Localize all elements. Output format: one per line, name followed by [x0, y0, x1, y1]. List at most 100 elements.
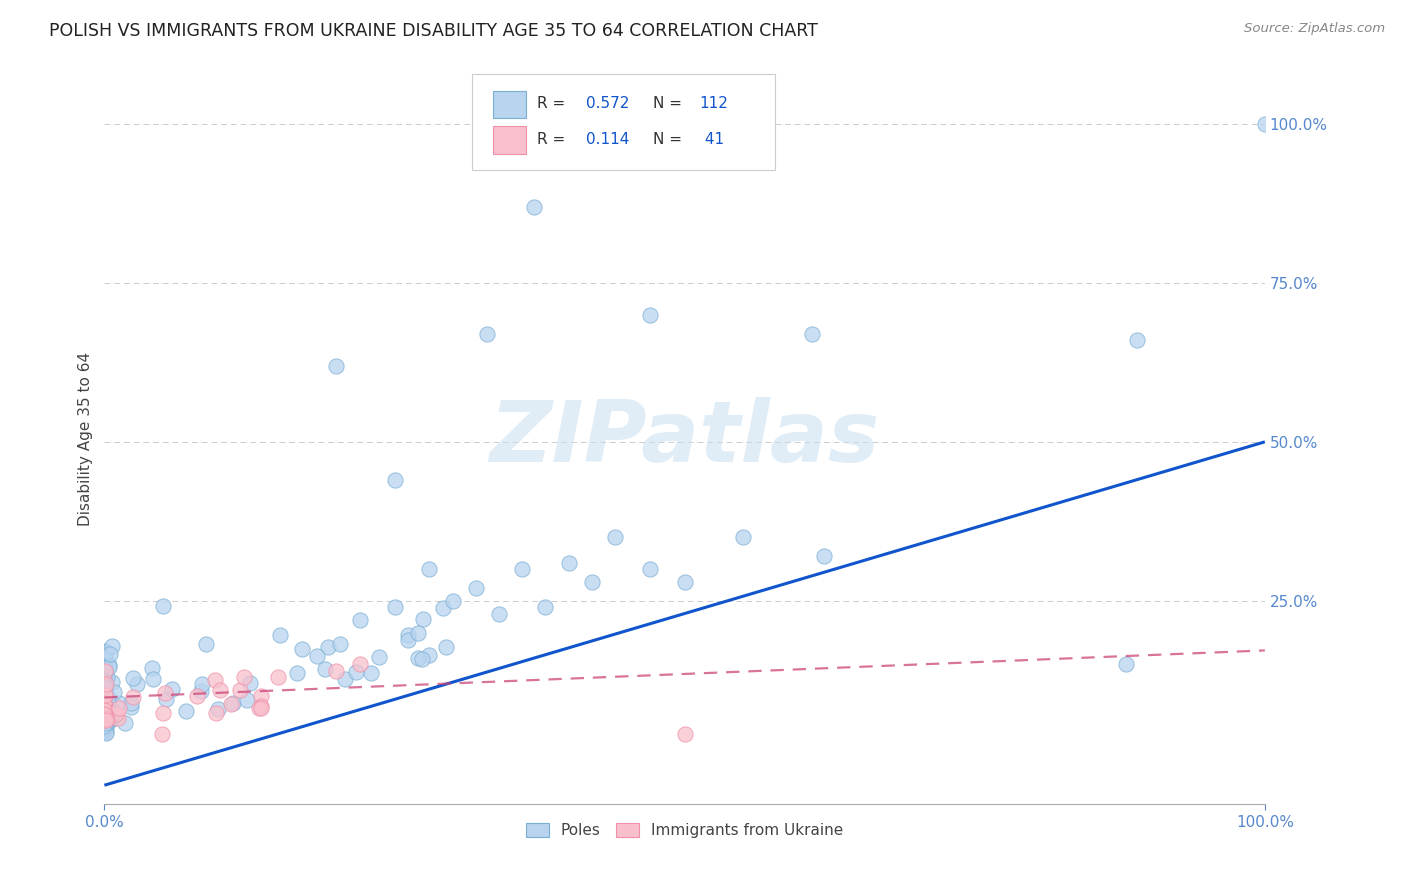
Point — [96, 712, 118, 726]
Point — [120, 696, 142, 710]
Point — [93, 708, 115, 723]
Point — [195, 637, 218, 651]
Point — [93, 707, 115, 722]
Point — [329, 636, 352, 650]
Point — [93, 706, 115, 721]
Point — [384, 600, 406, 615]
Point — [1254, 117, 1277, 131]
Point — [93, 657, 115, 671]
Point — [93, 697, 115, 711]
Point — [152, 599, 174, 614]
Point — [98, 700, 121, 714]
Point — [291, 641, 314, 656]
Point — [406, 625, 429, 640]
Point — [93, 697, 115, 711]
Text: 0.572: 0.572 — [586, 96, 630, 112]
Point — [101, 706, 124, 720]
Point — [93, 706, 115, 721]
Point — [94, 696, 117, 710]
Point — [152, 706, 174, 720]
Point — [94, 675, 117, 690]
Point — [219, 697, 242, 711]
Point — [160, 681, 183, 696]
Point — [190, 684, 212, 698]
Point — [269, 627, 291, 641]
Point — [93, 704, 115, 718]
Point — [100, 712, 122, 726]
Point — [141, 661, 163, 675]
Point — [93, 711, 115, 725]
Point — [93, 702, 115, 716]
Point — [638, 562, 661, 576]
Point — [93, 699, 115, 714]
FancyBboxPatch shape — [494, 127, 526, 154]
Point — [333, 672, 356, 686]
Point — [249, 700, 271, 714]
Point — [93, 706, 115, 720]
Point — [93, 723, 115, 738]
Point — [93, 675, 115, 690]
Point — [104, 706, 127, 721]
Point — [93, 678, 115, 692]
Point — [1115, 657, 1137, 672]
Point — [93, 705, 115, 719]
Text: Source: ZipAtlas.com: Source: ZipAtlas.com — [1244, 22, 1385, 36]
Point — [96, 716, 118, 731]
Point — [101, 675, 124, 690]
Point — [318, 640, 340, 654]
Text: R =: R = — [537, 132, 571, 147]
Point — [314, 662, 336, 676]
Point — [406, 651, 429, 665]
Point — [534, 600, 557, 615]
Point — [93, 711, 115, 725]
Point — [93, 703, 115, 717]
Point — [432, 601, 454, 615]
Text: N =: N = — [654, 96, 688, 112]
Legend: Poles, Immigrants from Ukraine: Poles, Immigrants from Ukraine — [520, 817, 849, 844]
Point — [673, 574, 696, 589]
Point — [94, 699, 117, 714]
Point — [93, 689, 115, 703]
Point — [98, 659, 121, 673]
Point — [207, 702, 229, 716]
Point — [581, 574, 603, 589]
Point — [96, 706, 118, 720]
Point — [97, 694, 120, 708]
Point — [96, 677, 118, 691]
Point — [249, 698, 271, 713]
Point — [121, 690, 143, 705]
Point — [360, 665, 382, 680]
Text: N =: N = — [654, 132, 688, 147]
Text: POLISH VS IMMIGRANTS FROM UKRAINE DISABILITY AGE 35 TO 64 CORRELATION CHART: POLISH VS IMMIGRANTS FROM UKRAINE DISABI… — [49, 22, 818, 40]
Point — [285, 666, 308, 681]
Point — [155, 692, 177, 706]
Point — [801, 326, 824, 341]
FancyBboxPatch shape — [494, 90, 526, 119]
Point — [205, 706, 228, 720]
Point — [96, 670, 118, 684]
Text: R =: R = — [537, 96, 571, 112]
Point — [418, 648, 440, 662]
Point — [186, 689, 208, 703]
Point — [94, 715, 117, 730]
Point — [344, 665, 367, 680]
Point — [97, 657, 120, 672]
Point — [94, 726, 117, 740]
Point — [94, 664, 117, 678]
Point — [441, 594, 464, 608]
Point — [396, 633, 419, 648]
Point — [93, 696, 115, 710]
Point — [94, 651, 117, 665]
Point — [267, 670, 290, 684]
Point — [108, 696, 131, 710]
Point — [236, 693, 259, 707]
Point — [121, 671, 143, 685]
Point — [114, 716, 136, 731]
Point — [93, 722, 115, 736]
Point — [96, 692, 118, 706]
Point — [638, 308, 661, 322]
Point — [673, 727, 696, 741]
Point — [107, 711, 129, 725]
Point — [93, 703, 115, 717]
Point — [96, 663, 118, 677]
